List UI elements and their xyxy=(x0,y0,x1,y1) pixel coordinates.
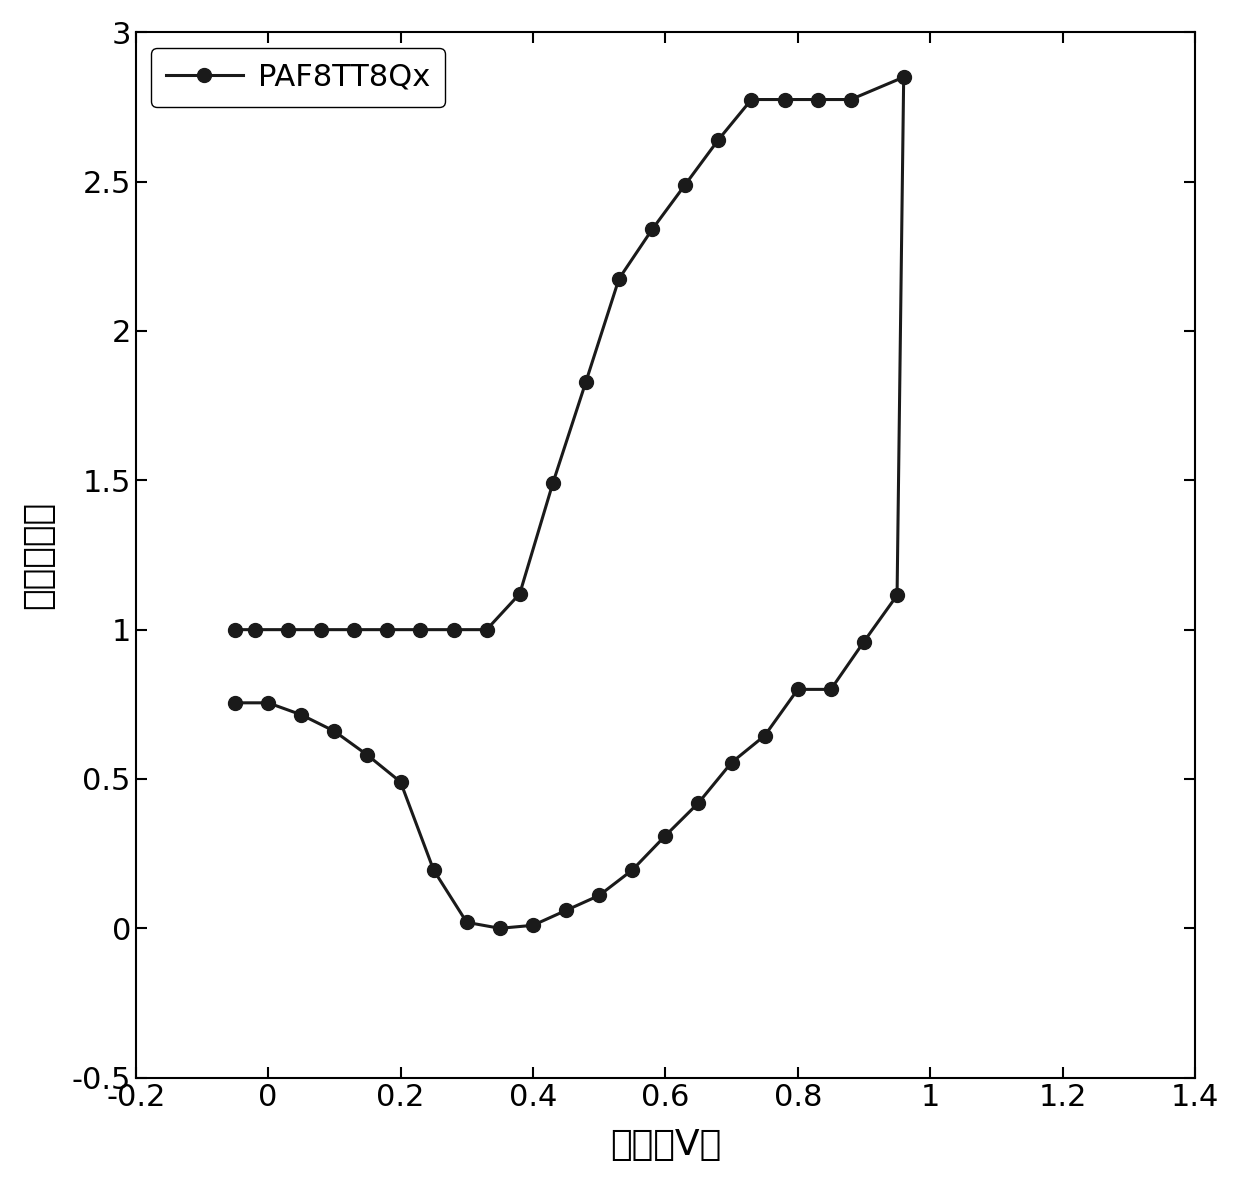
Legend: PAF8TT8Qx: PAF8TT8Qx xyxy=(151,47,445,108)
X-axis label: 电压（V）: 电压（V） xyxy=(610,1129,720,1162)
Y-axis label: 归一化电流: 归一化电流 xyxy=(21,500,55,609)
